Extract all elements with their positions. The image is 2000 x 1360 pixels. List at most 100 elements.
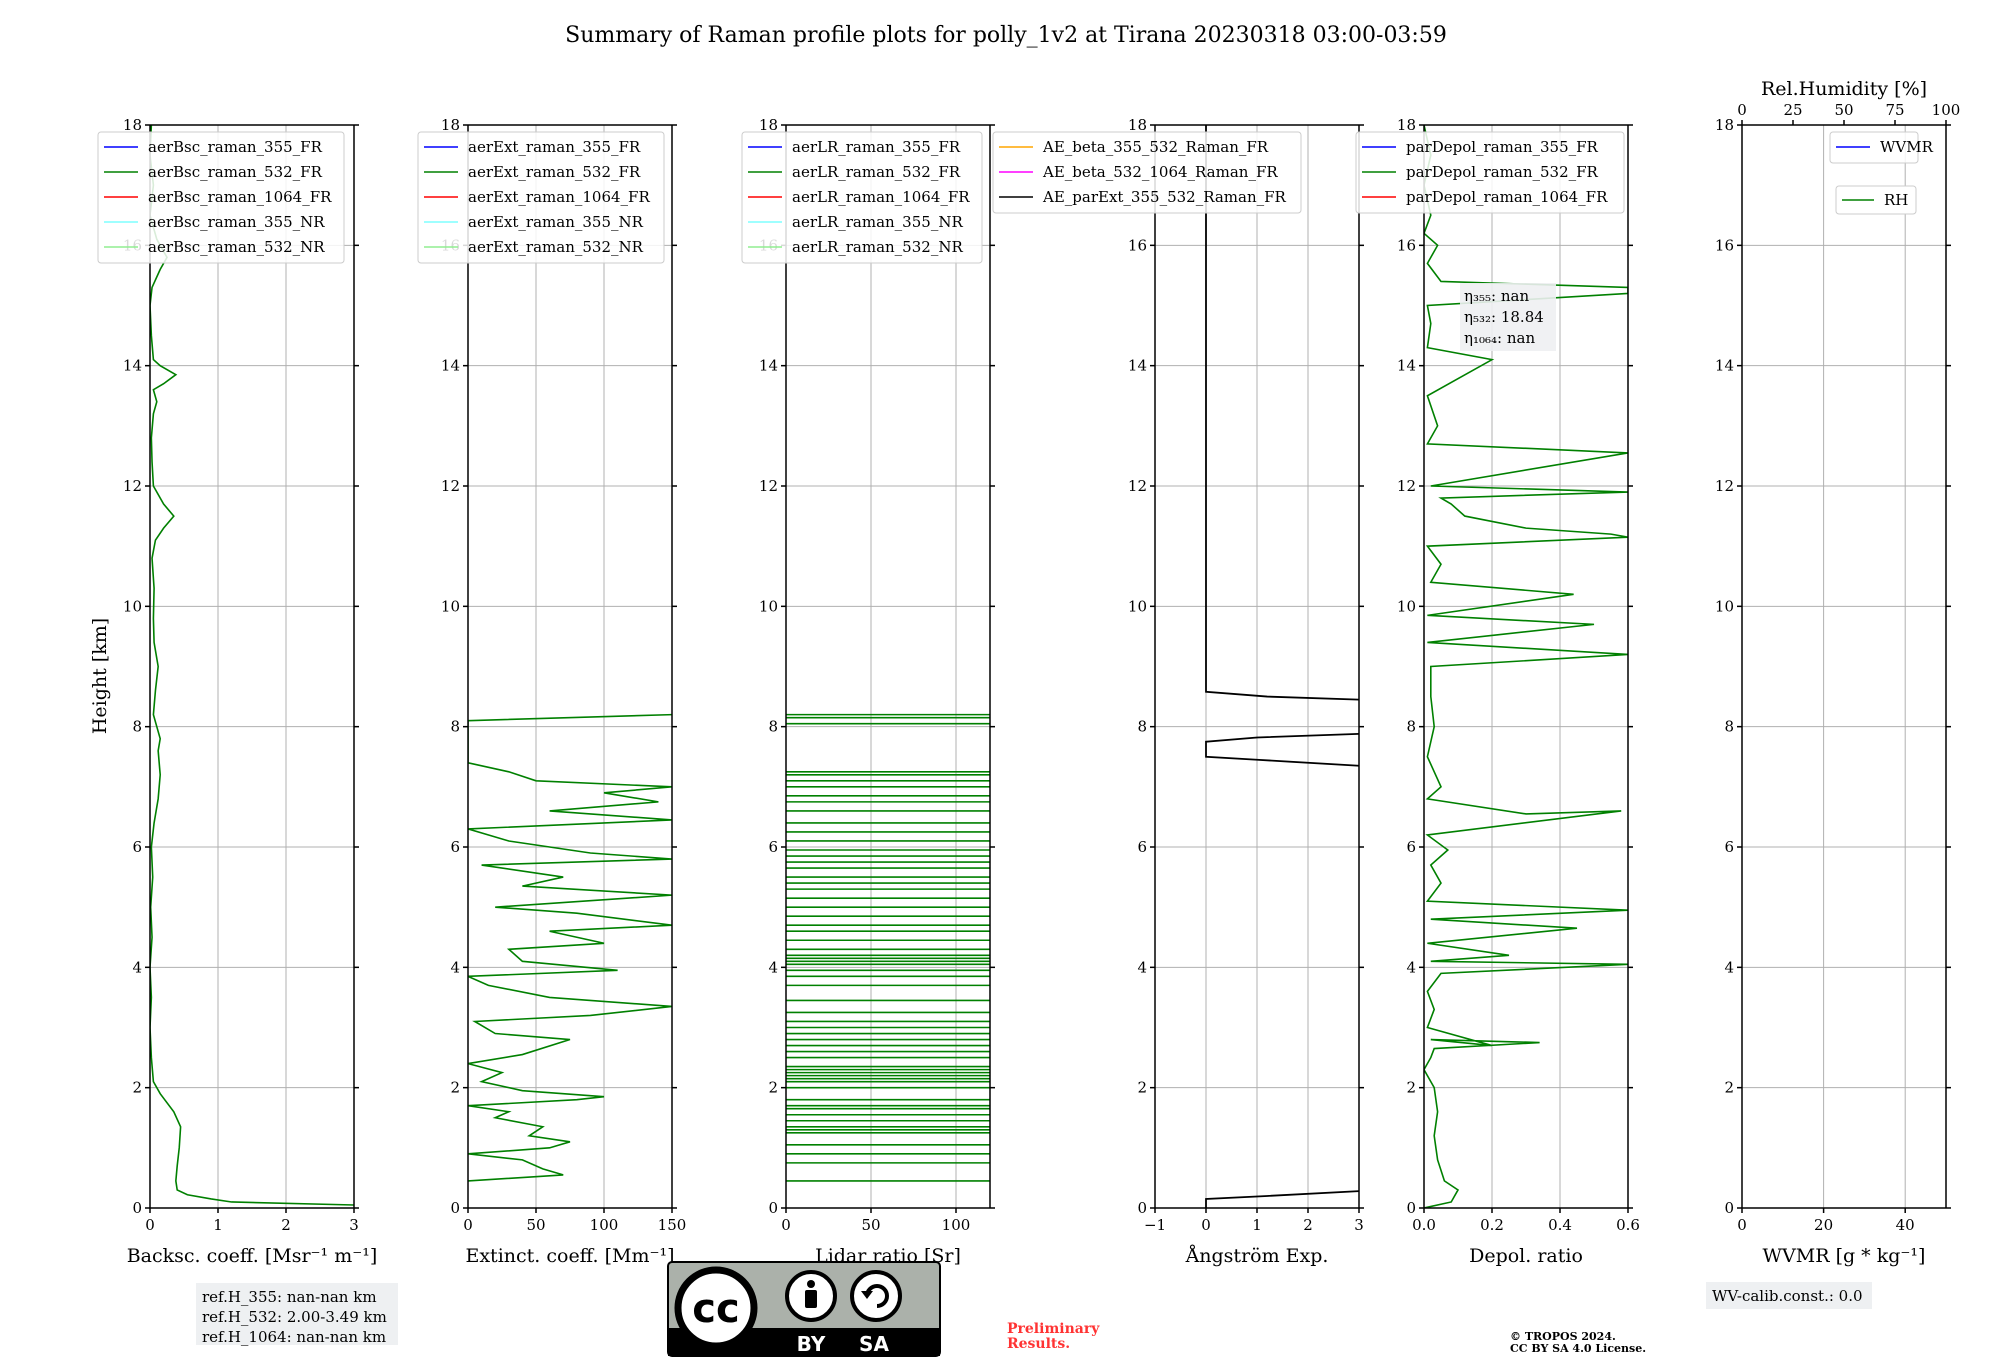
preliminary-label-line2: Results. xyxy=(1007,1336,1070,1352)
panel-5: 0 2 4 6 8 10 12 14 16 18 0.0 0.2 0.4 0.6 Depol. ratio p… xyxy=(1355,116,1640,1267)
preliminary-label-line1: Preliminary xyxy=(1007,1321,1100,1337)
eta-annotation: η₃₅₅: nan η₅₃₂: 18.84 η₁₀₆₄: nan xyxy=(1460,283,1556,351)
series-line xyxy=(150,125,354,1206)
series-line xyxy=(1205,732,1359,767)
x-tick-label: 2 xyxy=(281,1216,291,1234)
legend-frame xyxy=(992,131,1302,214)
y-tick-label: 18 xyxy=(1715,116,1734,134)
y-tick-label: 14 xyxy=(1715,357,1734,375)
x-tick-label: 20 xyxy=(1814,1216,1833,1234)
legend-entry: aerExt_raman_355_FR xyxy=(468,138,641,156)
x-tick-label: 1 xyxy=(213,1216,223,1234)
x2-tick-label: 50 xyxy=(1834,101,1853,119)
legend-entry: parDepol_raman_532_FR xyxy=(1406,163,1599,181)
plot-area xyxy=(786,713,990,1182)
x-tick-label: 0 xyxy=(145,1216,155,1234)
legend-entry: parDepol_raman_355_FR xyxy=(1406,138,1599,156)
y-tick-label: 12 xyxy=(1715,477,1734,495)
plot-area xyxy=(1205,125,1359,1208)
y-tick-label: 0 xyxy=(1724,1199,1734,1217)
x-tick-label: 3 xyxy=(349,1216,359,1234)
share-alike-icon xyxy=(850,1270,902,1322)
legend-frame xyxy=(1835,185,1917,215)
y-tick-label: 10 xyxy=(1128,597,1147,615)
y-tick-label: 0 xyxy=(1137,1199,1147,1217)
y-tick-label: 4 xyxy=(132,958,142,976)
legend-entry: aerBsc_raman_355_FR xyxy=(148,138,323,156)
copyright-line1: © TROPOS 2024. xyxy=(1510,1330,1616,1343)
y-tick-label: 8 xyxy=(1724,718,1734,736)
y-tick-label: 6 xyxy=(1406,838,1416,856)
y-tick-label: 10 xyxy=(123,597,142,615)
y-tick-label: 4 xyxy=(1137,958,1147,976)
legend-frame xyxy=(97,131,345,264)
panels: 0246810121416180123Backsc. coeff. [Msr⁻¹… xyxy=(97,78,1960,1267)
y-tick-label: 8 xyxy=(450,718,460,736)
x-tick-label: 50 xyxy=(861,1216,880,1234)
x-tick-label: 0 xyxy=(463,1216,473,1234)
x-tick-label: 0 xyxy=(781,1216,791,1234)
cc-circle-icon xyxy=(674,1266,758,1350)
legend-frame xyxy=(417,131,665,264)
plot-area xyxy=(150,125,354,1206)
legend-entry: aerExt_raman_1064_FR xyxy=(468,188,650,206)
x-tick-label: 100 xyxy=(942,1216,971,1234)
y-tick-label: 12 xyxy=(441,477,460,495)
legend-entry: aerLR_raman_1064_FR xyxy=(792,188,970,206)
y-tick-label: 18 xyxy=(759,116,778,134)
x-axis-label: Depol. ratio xyxy=(1469,1245,1583,1267)
legend-frame xyxy=(1355,131,1625,214)
y-tick-label: 12 xyxy=(123,477,142,495)
x2-tick-label: 75 xyxy=(1885,101,1904,119)
y-tick-label: 12 xyxy=(759,477,778,495)
x2-tick-label: 0 xyxy=(1737,101,1747,119)
y-tick-label: 0 xyxy=(450,1199,460,1217)
x-axis-label: WVMR [g * kg⁻¹] xyxy=(1763,1245,1926,1267)
y-tick-label: 14 xyxy=(1397,357,1416,375)
legend: aerBsc_raman_355_FR aerBsc_raman_532_FRae… xyxy=(97,131,345,264)
x-axis-label: Ångström Exp. xyxy=(1185,1245,1329,1267)
x2-axis-label: Rel.Humidity [%] xyxy=(1761,78,1927,100)
wv-calib-box: WV-calib.const.: 0.0 xyxy=(1706,1282,1872,1309)
y-tick-label: 6 xyxy=(768,838,778,856)
y-tick-label: 6 xyxy=(1137,838,1147,856)
x-axis-label: Extinct. coeff. [Mm⁻¹] xyxy=(465,1245,674,1267)
legend-frame xyxy=(741,131,983,264)
y-tick-label: 4 xyxy=(1724,958,1734,976)
copyright-line2: CC BY SA 4.0 License. xyxy=(1510,1342,1646,1355)
legend-entry: RH xyxy=(1884,191,1908,209)
legend-entry: aerLR_raman_355_FR xyxy=(792,138,961,156)
annotation-line: η₅₃₂: 18.84 xyxy=(1464,308,1544,326)
y-tick-label: 12 xyxy=(1128,477,1147,495)
cc-by-sa-logo: cc BY SA xyxy=(667,1261,941,1357)
y-tick-label: 6 xyxy=(132,838,142,856)
x-tick-label: 100 xyxy=(590,1216,619,1234)
y-tick-label: 18 xyxy=(441,116,460,134)
y-tick-label: 16 xyxy=(1397,236,1416,254)
series-line xyxy=(1424,125,1628,1208)
y-tick-label: 18 xyxy=(1128,116,1147,134)
sa-label: SA xyxy=(859,1332,889,1356)
y-tick-label: 10 xyxy=(759,597,778,615)
panel-1: 0246810121416180123Backsc. coeff. [Msr⁻¹… xyxy=(97,116,377,1267)
ref-height-532: ref.H_532: 2.00-3.49 km xyxy=(202,1308,387,1326)
legend-entry: AE_parExt_355_532_Raman_FR xyxy=(1042,188,1287,206)
legend-entry: AE_beta_355_532_Raman_FR xyxy=(1042,138,1269,156)
legend-entry: aerExt_raman_532_NR xyxy=(468,238,644,256)
y-tick-label: 4 xyxy=(768,958,778,976)
y-tick-label: 2 xyxy=(1724,1079,1734,1097)
plot-area xyxy=(1424,125,1628,1208)
y-tick-label: 2 xyxy=(132,1079,142,1097)
y-tick-label: 8 xyxy=(1137,718,1147,736)
x-tick-label: −1 xyxy=(1144,1216,1166,1234)
y-tick-label: 4 xyxy=(450,958,460,976)
y-tick-label: 0 xyxy=(768,1199,778,1217)
y-tick-label: 8 xyxy=(1406,718,1416,736)
x-tick-label: 0 xyxy=(1201,1216,1211,1234)
y-tick-label: 10 xyxy=(1715,597,1734,615)
y-tick-label: 6 xyxy=(1724,838,1734,856)
annotation-box xyxy=(1460,283,1556,351)
y-tick-label: 0 xyxy=(1406,1199,1416,1217)
y-tick-label: 2 xyxy=(450,1079,460,1097)
